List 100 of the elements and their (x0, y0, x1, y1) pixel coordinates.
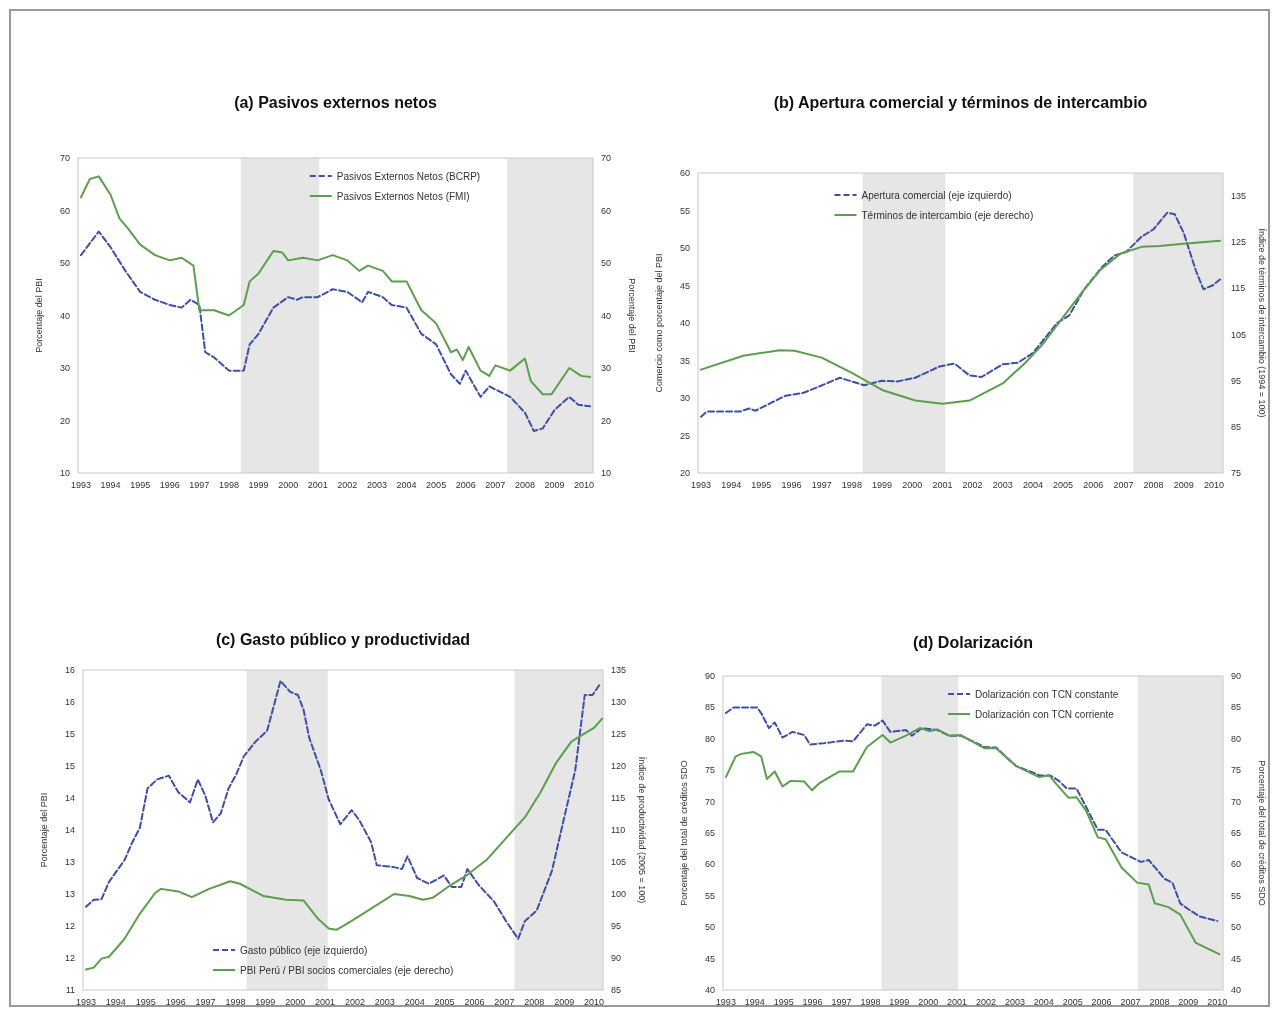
x-tick-label: 2006 (455, 480, 476, 490)
y-tick-label: 35 (679, 355, 690, 366)
x-tick-label: 2007 (1120, 997, 1141, 1007)
x-tick-label: 2006 (1091, 997, 1112, 1007)
x-tick-label: 2007 (485, 480, 506, 490)
x-tick-label: 2005 (1062, 997, 1083, 1007)
y-tick-label: 25 (679, 430, 690, 441)
x-tick-label: 1999 (248, 480, 269, 490)
y2-tick-label: 130 (611, 697, 627, 707)
y-tick-label: 50 (704, 922, 715, 933)
y2-tick-label: 50 (1231, 922, 1242, 933)
x-tick-label: 2009 (1173, 480, 1194, 490)
y-tick-label: 15 (64, 729, 75, 739)
y-tick-label: 16 (64, 697, 75, 707)
x-tick-label: 1999 (872, 480, 893, 490)
y2-tick-label: 65 (1231, 828, 1242, 838)
y2-tick-label: 80 (1231, 733, 1242, 744)
x-tick-label: 1997 (831, 997, 852, 1007)
chart-title: (b) Apertura comercial y términos de intercambio (773, 94, 1148, 111)
x-tick-label: 2003 (992, 480, 1013, 490)
y-tick-label: 14 (64, 825, 75, 835)
y2-tick-label: 60 (1231, 859, 1242, 870)
x-tick-label: 2006 (464, 997, 485, 1007)
x-tick-label: 1997 (189, 480, 210, 490)
y-tick-label: 60 (679, 168, 690, 178)
y2-tick-label: 105 (1231, 329, 1247, 340)
y-axis-title: Porcentaje del total de créditos SDO (679, 760, 689, 906)
y-tick-label: 30 (679, 393, 690, 403)
x-tick-label: 2002 (337, 480, 358, 490)
y-tick-label: 15 (64, 761, 75, 771)
x-tick-label: 2003 (1004, 997, 1025, 1007)
x-tick-label: 2001 (947, 997, 968, 1007)
line-series (724, 727, 1221, 956)
y-tick-label: 70 (59, 153, 70, 163)
y-tick-label: 70 (704, 796, 715, 807)
y-tick-label: 14 (64, 793, 75, 803)
y2-tick-label: 85 (1231, 421, 1242, 432)
y-tick-label: 45 (704, 953, 715, 964)
y2-tick-label: 135 (611, 665, 627, 675)
legend-label: Pasivos Externos Netos (FMI) (336, 191, 470, 202)
x-tick-label: 2010 (1203, 480, 1224, 490)
y2-tick-label: 95 (611, 921, 622, 931)
y2-tick-label: 75 (1231, 468, 1242, 478)
y-tick-label: 40 (679, 318, 690, 328)
x-tick-label: 1994 (105, 997, 126, 1007)
line-series (724, 706, 1219, 922)
x-tick-label: 1994 (721, 480, 742, 490)
x-tick-label: 2005 (434, 997, 455, 1007)
line-series (700, 211, 1221, 418)
legend-label: Términos de intercambio (eje derecho) (861, 210, 1034, 221)
x-tick-label: 1999 (889, 997, 910, 1007)
y2-axis-title: Índice de términos de intercambio (1994 = 100) (1257, 228, 1267, 418)
x-tick-label: 2004 (396, 480, 417, 490)
x-tick-label: 2001 (307, 480, 328, 490)
x-tick-label: 1996 (165, 997, 186, 1007)
x-tick-label: 2010 (574, 480, 595, 490)
y-axis-title: Comercio como porcentaje del PBI (654, 253, 664, 393)
x-tick-label: 1995 (130, 480, 151, 490)
y-tick-label: 10 (59, 468, 70, 478)
y-tick-label: 50 (59, 258, 70, 268)
legend-label: Dolarización con TCN corriente (975, 709, 1115, 720)
x-tick-label: 1995 (773, 997, 794, 1007)
y-tick-label: 90 (704, 671, 715, 681)
x-tick-label: 1998 (841, 480, 862, 490)
y-tick-label: 40 (704, 985, 715, 995)
y2-tick-label: 110 (611, 825, 626, 835)
y-tick-label: 60 (59, 205, 70, 216)
x-tick-label: 2010 (584, 997, 605, 1007)
x-tick-label: 2000 (278, 480, 299, 490)
y2-tick-label: 85 (611, 985, 622, 995)
y2-tick-label: 60 (601, 205, 612, 216)
x-tick-label: 2008 (1149, 997, 1170, 1007)
line-series (84, 679, 602, 940)
legend-label: Pasivos Externos Netos (BCRP) (336, 171, 481, 182)
y2-tick-label: 135 (1231, 191, 1247, 202)
y2-axis-title: Porcentaje del PBI (627, 278, 637, 353)
legend-label: Dolarización con TCN constante (975, 689, 1119, 700)
x-tick-label: 1993 (715, 997, 736, 1007)
x-tick-label: 2008 (1143, 480, 1164, 490)
x-tick-label: 2003 (366, 480, 387, 490)
chart-title: (c) Gasto público y productividad (215, 631, 471, 648)
x-tick-label: 2004 (1033, 997, 1054, 1007)
line-series (700, 239, 1221, 405)
y-tick-label: 12 (64, 953, 75, 963)
y-tick-label: 80 (704, 733, 715, 744)
y2-tick-label: 95 (1231, 375, 1242, 386)
y-tick-label: 13 (64, 857, 75, 867)
x-tick-label: 2004 (1022, 480, 1043, 490)
y-tick-label: 55 (679, 205, 690, 216)
y2-tick-label: 30 (601, 363, 612, 373)
y2-tick-label: 105 (611, 857, 627, 867)
x-tick-label: 2007 (1113, 480, 1134, 490)
y-tick-label: 60 (704, 859, 715, 870)
y2-tick-label: 50 (601, 258, 612, 268)
x-tick-label: 1997 (195, 997, 216, 1007)
y2-tick-label: 75 (1231, 765, 1242, 776)
x-tick-label: 1996 (781, 480, 802, 490)
x-tick-label: 1998 (225, 997, 246, 1007)
y-tick-label: 85 (704, 702, 715, 713)
x-tick-label: 2003 (374, 997, 395, 1007)
